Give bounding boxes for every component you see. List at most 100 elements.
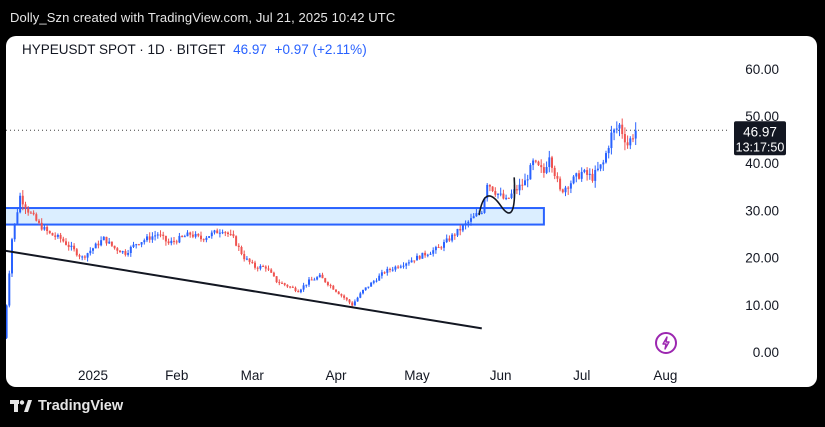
candle[interactable] xyxy=(472,216,475,219)
candle[interactable] xyxy=(94,243,97,249)
candle[interactable] xyxy=(551,157,553,168)
candle[interactable] xyxy=(407,262,410,264)
candle[interactable] xyxy=(191,234,194,237)
candle[interactable] xyxy=(272,272,275,277)
candle[interactable] xyxy=(588,173,591,175)
candle[interactable] xyxy=(108,241,111,244)
candle[interactable] xyxy=(548,157,551,168)
candle[interactable] xyxy=(453,234,456,236)
candle[interactable] xyxy=(170,240,173,244)
candle[interactable] xyxy=(48,231,51,234)
candle[interactable] xyxy=(78,255,81,257)
candle[interactable] xyxy=(16,212,19,224)
candle[interactable] xyxy=(175,241,178,243)
candle[interactable] xyxy=(524,180,526,186)
candle[interactable] xyxy=(507,197,510,199)
candle[interactable] xyxy=(299,289,302,293)
candle[interactable] xyxy=(35,214,38,221)
candle[interactable] xyxy=(59,234,62,239)
candle[interactable] xyxy=(329,285,332,287)
candle[interactable] xyxy=(143,240,146,243)
candle[interactable] xyxy=(208,236,211,238)
candle[interactable] xyxy=(553,167,556,177)
candle[interactable] xyxy=(416,255,418,261)
candle[interactable] xyxy=(210,232,213,237)
candle[interactable] xyxy=(29,212,32,214)
candle[interactable] xyxy=(54,235,57,237)
candle[interactable] xyxy=(189,232,192,235)
candle[interactable] xyxy=(418,255,421,259)
candle[interactable] xyxy=(389,268,391,270)
candle[interactable] xyxy=(221,232,224,234)
candle[interactable] xyxy=(235,236,238,246)
candle[interactable] xyxy=(561,189,564,193)
candle[interactable] xyxy=(110,241,113,246)
candle[interactable] xyxy=(232,234,235,237)
candle[interactable] xyxy=(240,246,243,254)
candle[interactable] xyxy=(370,282,373,287)
candle[interactable] xyxy=(316,277,319,280)
candle[interactable] xyxy=(578,173,580,179)
candle[interactable] xyxy=(605,153,607,163)
candle[interactable] xyxy=(105,236,108,244)
candle[interactable] xyxy=(227,232,229,235)
candle[interactable] xyxy=(326,282,329,286)
candle[interactable] xyxy=(100,240,103,246)
candle[interactable] xyxy=(167,241,170,244)
candle[interactable] xyxy=(586,170,589,175)
candle[interactable] xyxy=(626,142,629,146)
candle[interactable] xyxy=(364,287,367,290)
candle[interactable] xyxy=(24,204,27,209)
candle[interactable] xyxy=(243,253,246,260)
candle[interactable] xyxy=(480,212,483,214)
candle[interactable] xyxy=(399,266,402,268)
candle[interactable] xyxy=(313,279,316,281)
candle[interactable] xyxy=(113,245,116,249)
candle[interactable] xyxy=(569,183,572,189)
candle[interactable] xyxy=(599,164,602,169)
candle[interactable] xyxy=(21,195,24,205)
candle[interactable] xyxy=(183,236,186,238)
candle[interactable] xyxy=(443,242,445,248)
candle[interactable] xyxy=(594,169,597,181)
candle[interactable] xyxy=(124,251,127,255)
candle[interactable] xyxy=(464,223,467,226)
candle[interactable] xyxy=(75,249,78,256)
candle[interactable] xyxy=(375,280,378,282)
candle[interactable] xyxy=(46,226,49,232)
candle[interactable] xyxy=(410,260,413,263)
candle[interactable] xyxy=(351,302,354,306)
candle[interactable] xyxy=(456,228,459,236)
candle[interactable] xyxy=(359,293,362,298)
candle[interactable] xyxy=(461,225,464,231)
candle[interactable] xyxy=(318,274,321,278)
candle[interactable] xyxy=(278,282,281,284)
resistance-zone[interactable] xyxy=(6,207,545,226)
candle[interactable] xyxy=(432,250,435,254)
candle[interactable] xyxy=(140,242,143,245)
candle[interactable] xyxy=(43,226,46,230)
candle[interactable] xyxy=(459,228,462,231)
candle[interactable] xyxy=(121,251,124,253)
candle[interactable] xyxy=(159,234,162,236)
candle[interactable] xyxy=(251,261,254,263)
candle[interactable] xyxy=(505,197,508,199)
candle[interactable] xyxy=(291,286,294,288)
candle[interactable] xyxy=(356,297,359,302)
candle[interactable] xyxy=(324,278,327,283)
cup-arc-drawing[interactable] xyxy=(478,177,516,216)
candle[interactable] xyxy=(348,299,351,303)
candle[interactable] xyxy=(32,212,35,215)
candle[interactable] xyxy=(56,234,59,237)
candle[interactable] xyxy=(483,198,486,213)
candle[interactable] xyxy=(440,247,443,249)
candle[interactable] xyxy=(305,284,308,286)
candle[interactable] xyxy=(8,273,11,306)
candle[interactable] xyxy=(297,291,300,293)
candle[interactable] xyxy=(572,176,575,184)
candle[interactable] xyxy=(321,274,324,279)
candle[interactable] xyxy=(510,193,513,198)
candle[interactable] xyxy=(267,268,270,270)
candle[interactable] xyxy=(81,256,84,258)
candle[interactable] xyxy=(475,213,478,217)
